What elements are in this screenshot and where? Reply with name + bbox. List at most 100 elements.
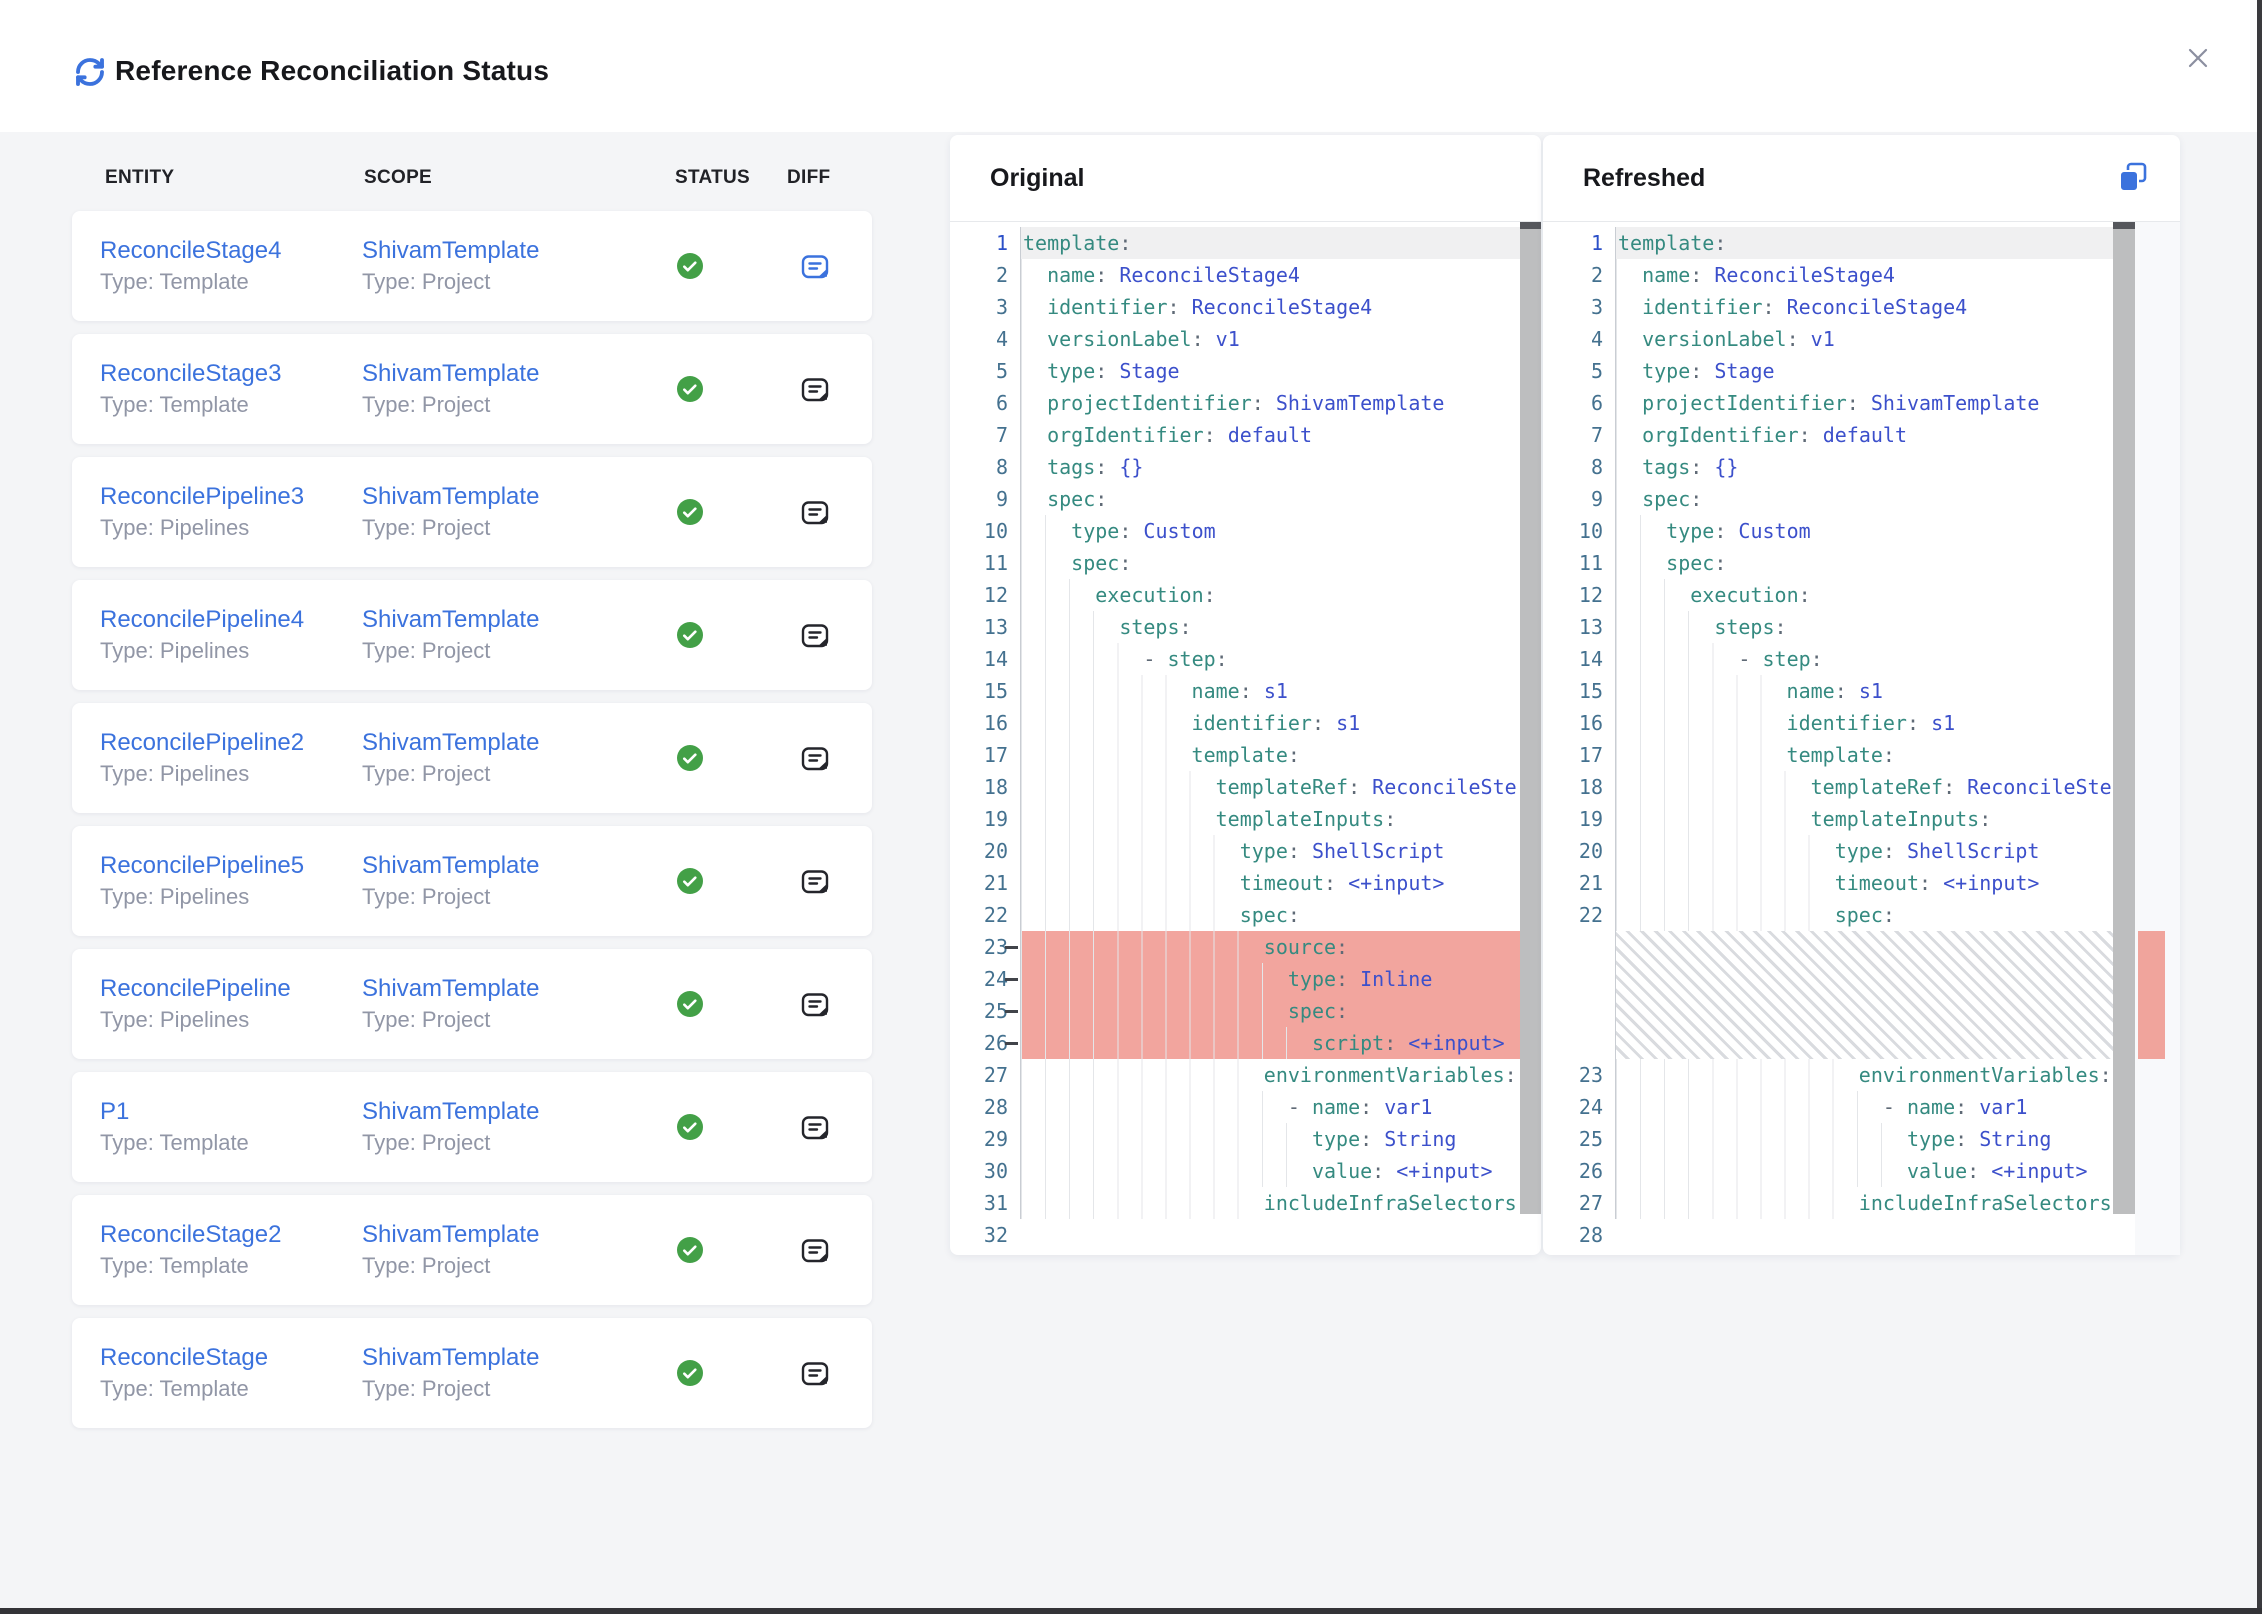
line-number: 13 (983, 615, 1008, 639)
line-number: 15 (1578, 679, 1603, 703)
table-row[interactable]: ReconcilePipeline Type: Pipelines ShivamTe… (72, 949, 872, 1059)
diff-note-icon[interactable] (799, 250, 831, 282)
table-row[interactable]: ReconcilePipeline3 Type: Pipelines ShivamT… (72, 457, 872, 567)
indent-guides (1021, 611, 1107, 643)
scope-link[interactable]: ShivamTemplate (362, 1344, 540, 1371)
scope-link[interactable]: ShivamTemplate (362, 606, 540, 633)
indent-guides (1021, 867, 1227, 899)
code-line: 10 type: Custom (1543, 515, 2113, 547)
scope-cell: ShivamTemplate Type: Project (362, 1221, 539, 1279)
code-line: 20 type: ShellScript (1543, 835, 2113, 867)
line-content: orgIdentifier: default (1020, 419, 1520, 451)
diff-note-icon[interactable] (799, 373, 831, 405)
entity-link[interactable]: ReconcileStage2 (100, 1221, 282, 1248)
line-content: type: ShellScript (1615, 835, 2113, 867)
scrollbar-thumb[interactable] (1520, 229, 1541, 1214)
line-content: identifier: s1 (1615, 707, 2113, 739)
table-row[interactable]: P1 Type: Template ShivamTemplate Type: Proj… (72, 1072, 872, 1182)
copy-icon[interactable] (2114, 159, 2152, 197)
line-number: 23 (1578, 1063, 1603, 1087)
scope-type: Type: Project (362, 515, 491, 540)
entity-link[interactable]: ReconcilePipeline5 (100, 852, 305, 879)
entity-link[interactable]: ReconcilePipeline2 (100, 729, 305, 756)
scope-link[interactable]: ShivamTemplate (362, 852, 540, 879)
code-line: 17 template: (950, 739, 1520, 771)
indent-guides (1021, 1187, 1251, 1219)
indent-guides (1021, 419, 1035, 451)
table-row[interactable]: ReconcileStage Type: Template ShivamTempla… (72, 1318, 872, 1428)
indent-guides (1021, 675, 1179, 707)
indent-guides (1021, 547, 1059, 579)
indent-guides (1616, 451, 1630, 483)
indent-guides (1616, 387, 1630, 419)
removed-line-marker (1005, 945, 1018, 949)
entity-link[interactable]: ReconcilePipeline3 (100, 483, 305, 510)
code-line: 26 script: <+input> (950, 1027, 1520, 1059)
table-row[interactable]: ReconcileStage4 Type: Template ShivamTempl… (72, 211, 872, 321)
table-row[interactable]: ReconcileStage3 Type: Template ShivamTempl… (72, 334, 872, 444)
diff-note-icon[interactable] (799, 1357, 831, 1389)
table-row[interactable]: ReconcileStage2 Type: Template ShivamTempl… (72, 1195, 872, 1305)
indent-guides (1616, 899, 1822, 931)
line-content: includeInfraSelectors (1615, 1187, 2113, 1219)
diff-note-icon[interactable] (799, 1234, 831, 1266)
scope-link[interactable]: ShivamTemplate (362, 237, 540, 264)
original-panel: Original 1 template: 2 name: ReconcileStage… (950, 135, 1541, 1255)
code-line: 11 spec: (1543, 547, 2113, 579)
code-line: 17 template: (1543, 739, 2113, 771)
table-row[interactable]: ReconcilePipeline5 Type: Pipelines ShivamT… (72, 826, 872, 936)
code-line: 27 environmentVariables: (950, 1059, 1520, 1091)
entity-type: Type: Template (100, 1253, 249, 1278)
diff-note-icon[interactable] (799, 988, 831, 1020)
scope-type: Type: Project (362, 269, 491, 294)
scrollbar-thumb[interactable] (2113, 229, 2135, 1214)
indent-guides (1021, 739, 1179, 771)
scope-type: Type: Project (362, 1007, 491, 1032)
line-content: templateInputs: (1615, 803, 2113, 835)
entity-link[interactable]: ReconcileStage4 (100, 237, 282, 264)
line-content: versionLabel: v1 (1020, 323, 1520, 355)
indent-guides (1616, 739, 1774, 771)
table-row[interactable]: ReconcilePipeline4 Type: Pipelines ShivamT… (72, 580, 872, 690)
diff-note-icon[interactable] (799, 1111, 831, 1143)
close-icon[interactable] (2176, 36, 2220, 80)
scope-link[interactable]: ShivamTemplate (362, 360, 540, 387)
entity-link[interactable]: ReconcilePipeline4 (100, 606, 305, 633)
entity-link[interactable]: ReconcileStage (100, 1344, 269, 1371)
code-refreshed: 1 template: 2 name: ReconcileStage4 3 identif… (1543, 222, 2113, 1255)
table-row[interactable]: ReconcilePipeline2 Type: Pipelines ShivamT… (72, 703, 872, 813)
indent-guides (1616, 803, 1798, 835)
status-success-icon (676, 498, 704, 526)
scope-link[interactable]: ShivamTemplate (362, 1098, 540, 1125)
scope-link[interactable]: ShivamTemplate (362, 483, 540, 510)
entity-link[interactable]: P1 (100, 1098, 130, 1125)
line-content: projectIdentifier: ShivamTemplate (1615, 387, 2113, 419)
diff-note-icon[interactable] (799, 742, 831, 774)
indent-guides (1616, 419, 1630, 451)
entity-rows: ReconcileStage4 Type: Template ShivamTempl… (72, 211, 872, 1441)
line-content: value: <+input> (1020, 1155, 1520, 1187)
scope-link[interactable]: ShivamTemplate (362, 1221, 540, 1248)
indent-guides (1021, 771, 1203, 803)
refreshed-panel-title: Refreshed (1583, 164, 1706, 192)
line-number: 2 (995, 263, 1008, 287)
diff-note-icon[interactable] (799, 496, 831, 528)
code-line: 16 identifier: s1 (1543, 707, 2113, 739)
line-number: 23 (983, 935, 1008, 959)
entity-link[interactable]: ReconcilePipeline (100, 975, 291, 1002)
code-line: 26 value: <+input> (1543, 1155, 2113, 1187)
entity-link[interactable]: ReconcileStage3 (100, 360, 282, 387)
line-number: 10 (1578, 519, 1603, 543)
line-content: template: (1615, 227, 2113, 259)
diff-note-icon[interactable] (799, 619, 831, 651)
indent-guides (1021, 483, 1035, 515)
line-content: type: Stage (1020, 355, 1520, 387)
scope-cell: ShivamTemplate Type: Project (362, 237, 539, 295)
scope-link[interactable]: ShivamTemplate (362, 729, 540, 756)
entity-type: Type: Pipelines (100, 761, 250, 786)
scope-link[interactable]: ShivamTemplate (362, 975, 540, 1002)
entity-cell: P1 Type: Template (100, 1098, 249, 1156)
scope-cell: ShivamTemplate Type: Project (362, 729, 539, 787)
line-content: timeout: <+input> (1020, 867, 1520, 899)
diff-note-icon[interactable] (799, 865, 831, 897)
